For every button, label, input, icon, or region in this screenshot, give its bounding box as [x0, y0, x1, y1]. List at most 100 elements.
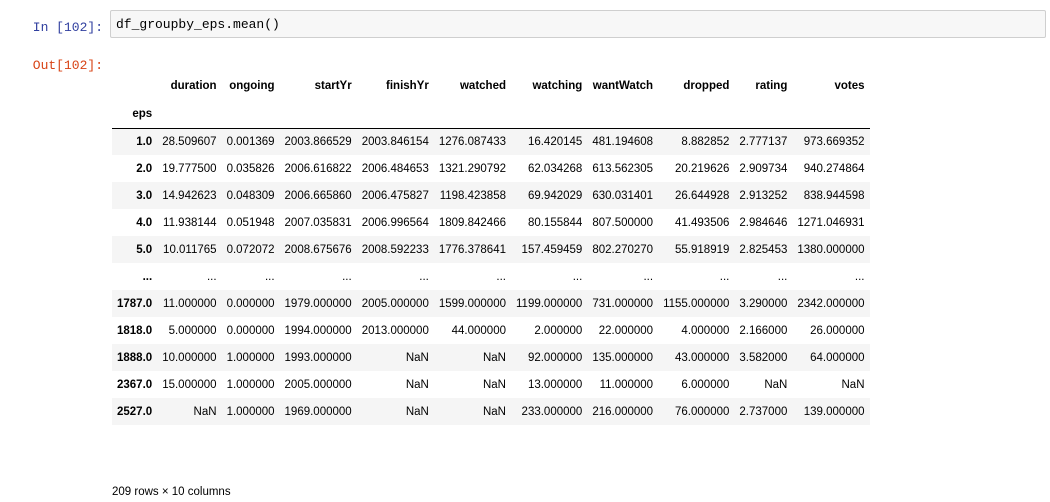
table-row: ................................. — [112, 263, 870, 290]
table-cell: ... — [342, 270, 352, 283]
code-input-cell[interactable]: df_groupby_eps.mean() — [110, 10, 1046, 38]
table-cell: 1.000000 — [226, 351, 275, 364]
row-index: ... — [142, 270, 153, 283]
row-index: 1787.0 — [117, 297, 153, 310]
column-header-row: duration ongoing startYr finishYr watched wat… — [112, 72, 870, 100]
table-cell: 26.000000 — [810, 324, 865, 337]
table-cell: 44.000000 — [451, 324, 506, 337]
column-header-ongoing: ongoing — [229, 80, 275, 92]
table-cell: 1994.000000 — [284, 324, 352, 337]
table-cell: 2007.035831 — [284, 216, 352, 229]
table-cell: ... — [777, 270, 788, 283]
table-cell: 973.669352 — [803, 135, 865, 148]
table-cell: 2003.846154 — [361, 135, 429, 148]
table-cell: 11.000000 — [163, 297, 217, 310]
row-index: 1.0 — [136, 135, 153, 148]
index-name-spacer — [433, 100, 511, 129]
table-cell: ... — [854, 270, 865, 283]
index-name-spacer — [157, 100, 222, 129]
table-cell: 1380.000000 — [797, 243, 865, 256]
table-cell: 0.000000 — [226, 297, 275, 310]
table-cell: NaN — [482, 405, 506, 418]
table-row: 3.0 14.942623 0.048309 2006.665860 2006.4758… — [112, 182, 870, 209]
table-cell: 0.000000 — [226, 324, 275, 337]
table-row: 2367.0 15.000000 1.000000 2005.000000 NaN NaN… — [112, 371, 870, 398]
output-prompt: Out[102]: — [32, 58, 103, 73]
table-cell: 2006.616822 — [284, 162, 352, 175]
table-cell: 2006.996564 — [361, 216, 429, 229]
table-cell: 233.000000 — [521, 405, 583, 418]
table-cell: ... — [496, 270, 506, 283]
table-cell: 2008.592233 — [361, 243, 429, 256]
table-cell: ... — [719, 270, 730, 283]
table-cell: NaN — [405, 405, 429, 418]
table-cell: 92.000000 — [527, 351, 583, 364]
table-cell: 1776.378641 — [438, 243, 506, 256]
table-body: 1.0 28.509607 0.001369 2003.866529 2003.8461… — [112, 128, 870, 425]
row-index: 5.0 — [136, 243, 153, 256]
table-cell: 1198.423858 — [439, 189, 506, 202]
table-cell: 2.777137 — [739, 135, 788, 148]
table-cell: 2.984646 — [739, 216, 788, 229]
table-cell: 14.942623 — [162, 189, 217, 202]
table-cell: 2005.000000 — [361, 297, 429, 310]
table-cell: 1979.000000 — [284, 297, 352, 310]
row-index: 4.0 — [136, 216, 153, 229]
table-cell: 16.420145 — [527, 135, 583, 148]
table-cell: 11.938144 — [163, 216, 217, 229]
table-cell: 2.825453 — [739, 243, 788, 256]
column-header-startyr: startYr — [314, 80, 352, 92]
table-cell: 630.031401 — [592, 189, 654, 202]
index-name-spacer — [587, 100, 659, 129]
table-cell: 2.913252 — [739, 189, 788, 202]
table-row: 2.0 19.777500 0.035826 2006.616822 2006.4846… — [112, 155, 870, 182]
input-prompt: In [102]: — [32, 20, 103, 35]
column-header-dropped: dropped — [683, 80, 730, 92]
table-cell: 41.493506 — [675, 216, 730, 229]
column-header-watching: watching — [532, 80, 583, 92]
table-cell: 11.000000 — [599, 378, 654, 391]
table-cell: 19.777500 — [162, 162, 217, 175]
table-cell: 481.194608 — [592, 135, 654, 148]
table-cell: 69.942029 — [527, 189, 583, 202]
table-cell: 6.000000 — [681, 378, 730, 391]
table-cell: 2006.484653 — [361, 162, 429, 175]
table-cell: 2006.475827 — [361, 189, 429, 202]
table-cell: 43.000000 — [675, 351, 730, 364]
table-cell: 2006.665860 — [284, 189, 352, 202]
table-cell: 1276.087433 — [438, 135, 506, 148]
index-corner — [112, 72, 157, 100]
table-cell: 0.035826 — [226, 162, 275, 175]
table-cell: 10.011765 — [163, 243, 217, 256]
table-cell: 4.000000 — [681, 324, 730, 337]
table-cell: 8.882852 — [681, 135, 730, 148]
table-cell: NaN — [405, 378, 429, 391]
table-row: 1.0 28.509607 0.001369 2003.866529 2003.8461… — [112, 128, 870, 155]
index-name-spacer — [734, 100, 793, 129]
table-cell: 838.944598 — [803, 189, 865, 202]
table-row: 1818.0 5.000000 0.000000 1994.000000 2013.00… — [112, 317, 870, 344]
table-cell: 1809.842466 — [438, 216, 506, 229]
table-cell: 20.219626 — [675, 162, 730, 175]
table-cell: 2.909734 — [739, 162, 788, 175]
table-cell: 3.582000 — [739, 351, 788, 364]
column-header-rating: rating — [755, 80, 788, 92]
row-index: 1888.0 — [117, 351, 153, 364]
table-cell: 22.000000 — [598, 324, 654, 337]
index-name-row: eps — [112, 100, 870, 129]
table-cell: 613.562305 — [592, 162, 654, 175]
row-index: 2.0 — [136, 162, 153, 175]
column-header-finishyr: finishYr — [386, 80, 429, 92]
table-cell: ... — [419, 270, 429, 283]
table-cell: NaN — [841, 378, 865, 391]
index-name-spacer — [792, 100, 870, 129]
table-cell: 2013.000000 — [361, 324, 429, 337]
column-header-duration: duration — [170, 80, 217, 92]
table-cell: 135.000000 — [592, 351, 654, 364]
table-cell: 0.048309 — [226, 189, 275, 202]
table-cell: 28.509607 — [162, 135, 217, 148]
index-name-spacer — [356, 100, 434, 129]
table-cell: NaN — [764, 378, 788, 391]
table-cell: 13.000000 — [527, 378, 583, 391]
table-cell: 1271.046931 — [797, 216, 865, 229]
